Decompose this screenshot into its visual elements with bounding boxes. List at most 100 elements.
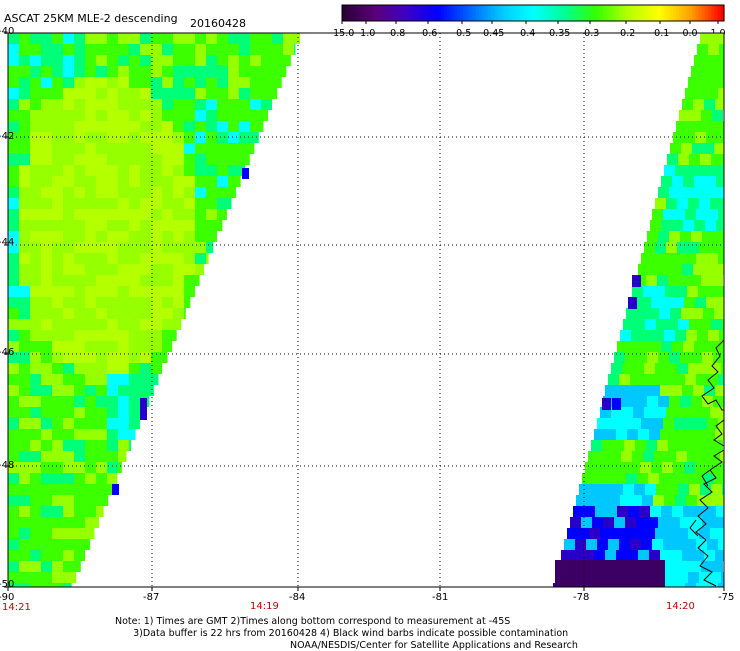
swath-cell <box>665 286 676 297</box>
swath-cell <box>8 77 19 88</box>
swath-cell <box>283 44 294 55</box>
swath-cell <box>713 231 724 242</box>
colorbar-swatch <box>367 5 372 21</box>
swath-cell <box>173 165 184 176</box>
swath-cell <box>96 275 107 286</box>
colorbar-swatch <box>497 5 502 21</box>
swath-cell <box>631 330 642 341</box>
swath-cell <box>581 517 592 528</box>
swath-cell <box>85 473 96 484</box>
swath-cell <box>129 110 140 121</box>
swath-cell <box>673 462 684 473</box>
swath-cell <box>239 88 250 99</box>
swath-cell <box>228 143 239 154</box>
swath-cell <box>118 363 129 374</box>
swath-cell <box>705 55 716 66</box>
colorbar-swatch <box>462 5 467 21</box>
swath-cell <box>668 561 679 572</box>
swath-cell <box>162 154 173 165</box>
swath-cell <box>612 398 621 410</box>
swath-cell <box>228 44 239 55</box>
swath-cell <box>713 66 724 77</box>
swath-cell <box>719 330 724 341</box>
swath-cell <box>707 374 718 385</box>
swath-cell <box>669 187 680 198</box>
colorbar-swatch <box>342 5 346 21</box>
swath-cell <box>652 253 663 264</box>
swath-cell <box>669 517 680 528</box>
colorbar-swatch <box>459 5 464 21</box>
swath-cell <box>41 187 52 198</box>
swath-cell <box>52 440 63 451</box>
swath-cell <box>719 44 724 55</box>
swath-cell <box>96 418 107 429</box>
swath-cell <box>675 330 686 341</box>
swath-cell <box>676 286 687 297</box>
swath-cell <box>19 352 30 363</box>
swath-cell <box>162 110 173 121</box>
colorbar-swatch <box>657 5 661 21</box>
swath-cell <box>712 275 723 286</box>
swath-cell <box>118 429 129 440</box>
swath-cell <box>217 187 228 198</box>
swath-cell <box>630 374 641 385</box>
swath-cell <box>107 429 118 440</box>
swath-cell <box>650 220 661 231</box>
swath-cell <box>699 407 710 418</box>
swath-cell <box>140 352 151 363</box>
swath-cell <box>597 418 608 429</box>
swath-cell <box>250 88 261 99</box>
swath-cell <box>30 352 41 363</box>
swath-cell <box>118 176 129 187</box>
swath-cell <box>8 253 19 264</box>
swath-cell <box>96 33 107 44</box>
swath-cell <box>151 363 162 374</box>
swath-cell <box>689 319 700 330</box>
swath-cell <box>206 110 217 121</box>
swath-cell <box>96 495 107 506</box>
swath-cell <box>107 231 118 242</box>
swath-cell <box>184 176 195 187</box>
swath-cell <box>118 330 129 341</box>
swath-cell <box>85 55 96 66</box>
swath-cell <box>641 374 652 385</box>
swath-cell <box>647 231 658 242</box>
swath-cell <box>261 44 272 55</box>
swath-cell <box>52 495 63 506</box>
swath-cell <box>608 418 619 429</box>
swath-cell <box>684 132 695 143</box>
swath-cell <box>118 44 129 55</box>
swath-cell <box>173 154 184 165</box>
swath-cell <box>162 308 173 319</box>
swath-cell <box>721 242 724 253</box>
swath-cell <box>8 561 19 572</box>
swath-cell <box>608 539 619 550</box>
swath-cell <box>118 407 129 418</box>
swath-cell <box>592 517 603 528</box>
swath-cell <box>30 110 41 121</box>
swath-cell <box>628 297 637 309</box>
swath-cell <box>41 132 52 143</box>
swath-cell <box>588 560 599 587</box>
swath-cell <box>118 396 129 407</box>
swath-cell <box>74 209 85 220</box>
swath-cell <box>685 583 696 587</box>
swath-cell <box>621 451 632 462</box>
colorbar-swatch <box>421 5 426 21</box>
swath-cell <box>722 154 724 165</box>
swath-cell <box>162 286 173 297</box>
swath-cell <box>642 330 653 341</box>
swath-cell <box>657 275 668 286</box>
swath-cell <box>19 99 30 110</box>
swath-cell <box>663 209 674 220</box>
swath-cell <box>694 506 705 517</box>
colorbar-swatch <box>622 5 626 21</box>
swath-cell <box>8 341 19 352</box>
swath-cell <box>684 297 695 308</box>
swath-cell <box>151 385 154 396</box>
colorbar-swatch <box>533 5 537 21</box>
swath-cell <box>639 506 650 517</box>
swath-cell <box>663 539 674 550</box>
swath-cell <box>19 297 30 308</box>
colorbar-swatch <box>647 5 652 21</box>
